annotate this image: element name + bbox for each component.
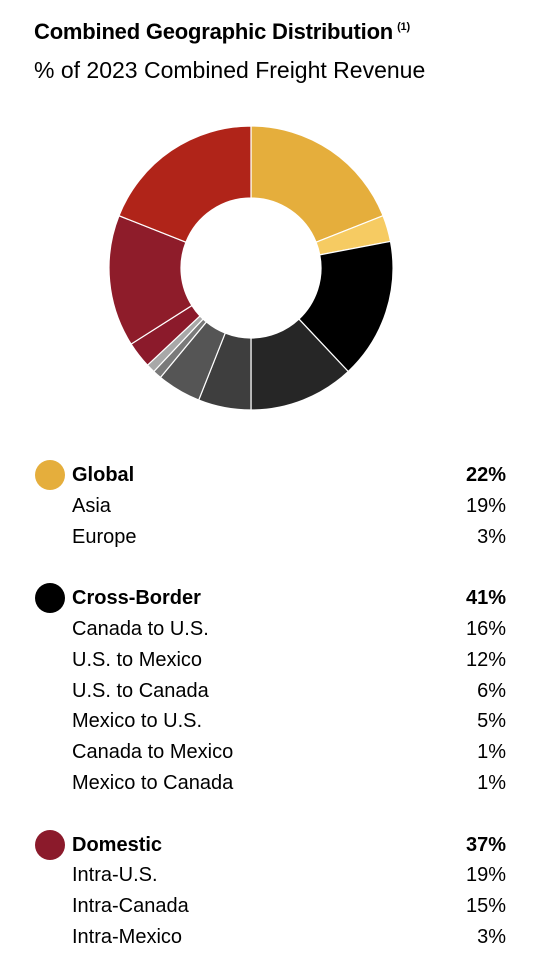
legend-group-value: 22% (465, 464, 506, 486)
legend-item-value: 19% (465, 494, 506, 517)
legend-item-intra-canada: Intra-Canada 15% (0, 891, 540, 921)
legend-item-intra-mexico: Intra-Mexico 3% (0, 922, 540, 952)
chart-title: Combined Geographic Distribution (1) (34, 19, 410, 45)
legend-item-value: 12% (465, 648, 506, 671)
legend-item-label: Canada to Mexico (72, 741, 234, 764)
legend-item-label: U.S. to Mexico (72, 648, 203, 671)
legend-item-intra-u-s: Intra-U.S. 19% (0, 860, 540, 890)
legend-swatch-domestic (35, 829, 65, 860)
legend-group-label: Global (72, 464, 135, 486)
legend-item-label: Asia (72, 494, 111, 517)
legend-item-mexico-to-canada: Mexico to Canada 1% (0, 768, 540, 798)
legend-item-label: Intra-Mexico (72, 926, 183, 948)
legend-item-canada-to-u-s: Canada to U.S. 16% (0, 614, 540, 644)
legend-group-value: 41% (465, 587, 506, 610)
legend-item-value: 5% (477, 710, 506, 733)
legend-item-label: Mexico to U.S. (72, 710, 203, 733)
legend-group-cross-border: Cross-Border 41% (0, 583, 540, 614)
donut-slice-asia (250, 125, 384, 244)
legend-item-value: 6% (477, 679, 506, 702)
legend-item-label: Canada to U.S. (72, 618, 209, 640)
legend-swatch-global (35, 460, 65, 490)
legend-item-label: Intra-U.S. (72, 864, 158, 887)
donut-slice-intra-u-s- (118, 125, 252, 244)
donut-chart (108, 125, 394, 410)
legend-group-label: Domestic (72, 833, 163, 856)
legend-item-label: Mexico to Canada (72, 772, 234, 794)
title-footnote-marker: (1) (397, 21, 410, 33)
legend-item-u-s-to-canada: U.S. to Canada 6% (0, 676, 540, 706)
legend-item-mexico-to-u-s: Mexico to U.S. 5% (0, 706, 540, 736)
legend-group-label: Cross-Border (72, 587, 201, 610)
legend-item-label: Europe (72, 525, 137, 548)
chart-title-text: Combined Geographic Distribution (34, 19, 394, 44)
chart-subtitle: % of 2023 Combined Freight Revenue (34, 57, 426, 83)
legend-item-value: 15% (465, 895, 506, 918)
legend-item-label: Intra-Canada (72, 895, 189, 918)
legend-item-europe: Europe 3% (0, 522, 540, 552)
legend-item-u-s-to-mexico: U.S. to Mexico 12% (0, 645, 540, 675)
legend-item-value: 3% (477, 926, 506, 948)
legend-item-value: 19% (465, 864, 506, 887)
legend-group-domestic: Domestic 37% (0, 829, 540, 860)
legend-item-value: 1% (477, 772, 506, 794)
legend-group-global: Global 22% (0, 460, 540, 490)
legend-item-asia: Asia 19% (0, 491, 540, 521)
legend-item-value: 1% (477, 741, 506, 764)
legend-group-value: 37% (465, 833, 506, 856)
legend-item-value: 3% (477, 525, 506, 548)
legend-swatch-cross-border (35, 583, 65, 614)
legend-item-label: U.S. to Canada (72, 679, 209, 702)
legend-item-canada-to-mexico: Canada to Mexico 1% (0, 737, 540, 767)
legend-item-value: 16% (465, 618, 506, 640)
